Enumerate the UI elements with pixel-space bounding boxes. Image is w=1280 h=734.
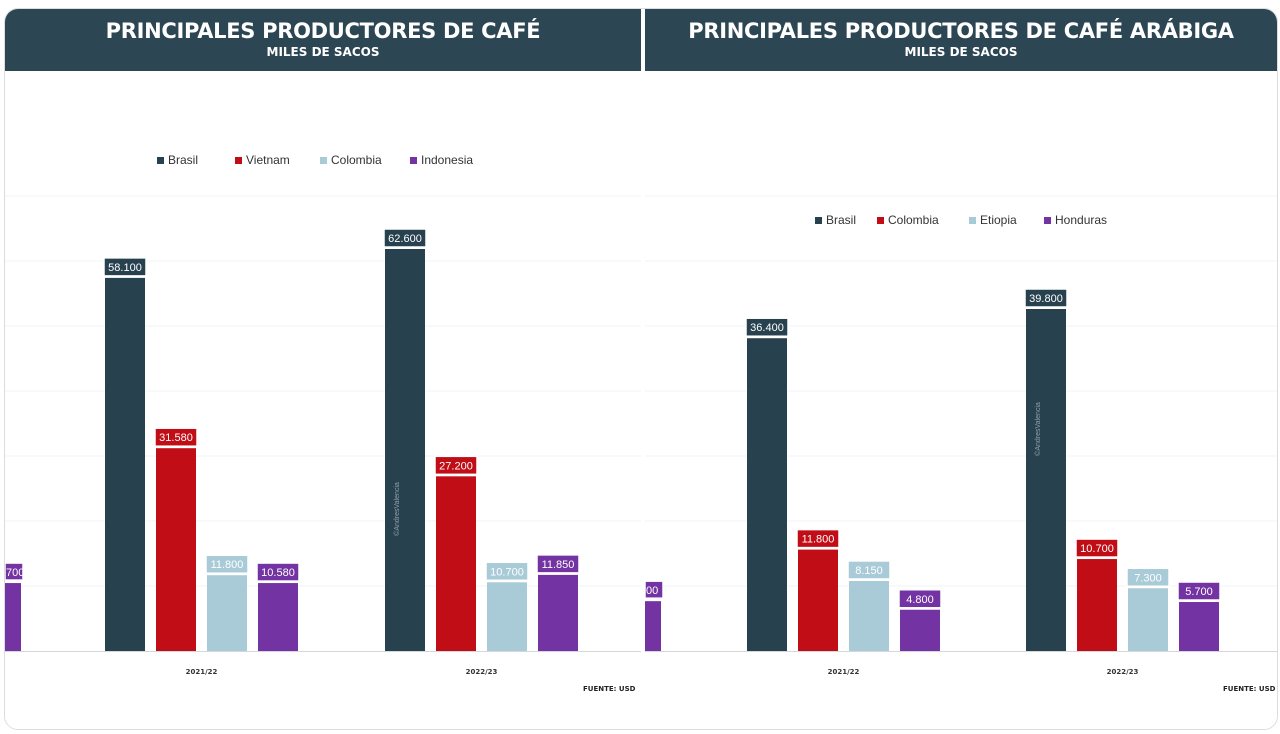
bar-colombia-1 [487,582,527,651]
data-label-brasil-0: 58.100 [108,262,142,274]
source-note: FUENTE: USD [583,685,636,693]
chart-subtitle: MILES DE SACOS [904,45,1018,59]
legend-label-etiopia: Etiopia [980,213,1017,227]
chart-panel-arabica: PRINCIPALES PRODUCTORES DE CAFÉ ARÁBIGA … [645,9,1277,729]
data-label-box-colombia-0 [205,554,249,574]
chart-title: PRINCIPALES PRODUCTORES DE CAFÉ [105,19,541,43]
legend-swatch-brasil [815,217,822,224]
bar-chart-producers: Brasil Vietnam Colombia Indonesia 700 58.100 3… [5,153,641,676]
legend-swatch-colombia [320,157,327,164]
data-label-brasil-0: 36.400 [750,322,784,334]
data-label-box-vietnam-1 [434,455,478,476]
bar-honduras-1 [1179,602,1219,651]
data-label-colombia-0: 11.800 [211,559,244,571]
chart-subtitle: MILES DE SACOS [266,45,380,59]
data-label-vietnam-1: 27.200 [439,460,473,472]
data-label-box-honduras-1 [1177,581,1221,601]
chart-title: PRINCIPALES PRODUCTORES DE CAFÉ ARÁBIGA [688,19,1234,43]
data-label-box-colombia-0 [796,528,840,549]
bar-colombia-0 [207,575,247,651]
data-label-colombia-1: 10.700 [1080,543,1114,555]
legend-swatch-colombia [877,217,884,224]
bar-partial [5,583,21,651]
x-tick-label-1: 2022/23 [1107,668,1139,676]
bar-partial [645,601,661,651]
x-tick-label-0: 2021/22 [828,668,860,676]
data-label-box-partial [5,562,24,581]
data-label-box-brasil-1 [1024,288,1068,308]
bar-etiopia-1 [1128,588,1168,651]
chart-header: PRINCIPALES PRODUCTORES DE CAFÉ ARÁBIGA … [645,9,1277,71]
data-label-box-indonesia-0 [256,562,300,582]
data-label-colombia-0: 11.800 [802,534,835,546]
data-label-colombia-1: 10.700 [490,566,524,578]
legend-swatch-honduras [1044,217,1051,224]
data-label-box-honduras-0 [898,589,942,609]
bar-chart-arabica: Brasil Colombia Etiopia Honduras 00 36.400 11.… [645,195,1277,676]
source-note: FUENTE: USD [1223,685,1276,693]
data-label-box-indonesia-1 [536,554,580,574]
chart-header: PRINCIPALES PRODUCTORES DE CAFÉ MILES DE… [5,9,641,71]
legend-swatch-brasil [157,157,164,164]
data-label-box-brasil-0 [103,257,147,277]
data-label-indonesia-0: 10.580 [261,567,295,579]
x-tick-label-1: 2022/23 [466,668,498,676]
data-label-box-etiopia-1 [1126,567,1170,588]
bar-etiopia-0 [849,580,889,651]
figure-frame: PRINCIPALES PRODUCTORES DE CAFÉ MILES DE… [4,8,1278,730]
data-label-box-etiopia-0 [847,560,891,580]
data-label-vietnam-0: 31.580 [159,432,193,444]
data-label-indonesia-1: 11.850 [542,559,575,571]
legend-label-honduras: Honduras [1055,213,1107,227]
legend-label-colombia: Colombia [888,213,939,227]
bar-brasil-0 [747,338,787,651]
bar-indonesia-0 [258,583,298,651]
legend-label-vietnam: Vietnam [246,153,290,167]
data-label-box-colombia-1 [1075,538,1119,558]
data-label-box-partial [645,580,664,599]
watermark-text: ©AndresValencia [1034,402,1042,456]
bar-vietnam-1 [436,476,476,651]
legend-label-brasil: Brasil [826,213,856,227]
bar-brasil-1 [1026,309,1066,651]
data-label-brasil-1: 62.600 [388,233,422,245]
data-label-partial: 700 [6,567,24,579]
bar-colombia-0 [798,549,838,651]
bar-honduras-0 [900,609,940,651]
x-tick-label-0: 2021/22 [186,668,218,676]
data-label-box-vietnam-0 [154,427,198,447]
watermark-text: ©AndresValencia [393,482,401,536]
legend-swatch-etiopia [969,217,976,224]
data-label-brasil-1: 39.800 [1029,293,1063,305]
legend-swatch-vietnam [235,157,242,164]
legend-label-colombia: Colombia [331,153,382,167]
bar-brasil-0 [105,277,145,651]
data-label-box-brasil-1 [383,228,427,248]
data-label-honduras-0: 4.800 [906,594,934,606]
bar-colombia-1 [1077,559,1117,651]
data-label-box-brasil-0 [745,317,789,337]
legend-swatch-indonesia [410,157,417,164]
panel-divider [641,9,645,729]
bar-brasil-1 [385,249,425,651]
legend-label-brasil: Brasil [168,153,198,167]
data-label-partial: 00 [646,585,658,597]
chart-panel-producers: PRINCIPALES PRODUCTORES DE CAFÉ MILES DE… [5,9,641,729]
bar-vietnam-0 [156,448,196,651]
data-label-etiopia-0: 8.150 [855,565,883,577]
data-label-box-colombia-1 [485,561,529,582]
bar-indonesia-1 [538,574,578,651]
data-label-honduras-1: 5.700 [1185,586,1213,598]
legend-label-indonesia: Indonesia [421,153,473,167]
data-label-etiopia-1: 7.300 [1134,572,1162,584]
